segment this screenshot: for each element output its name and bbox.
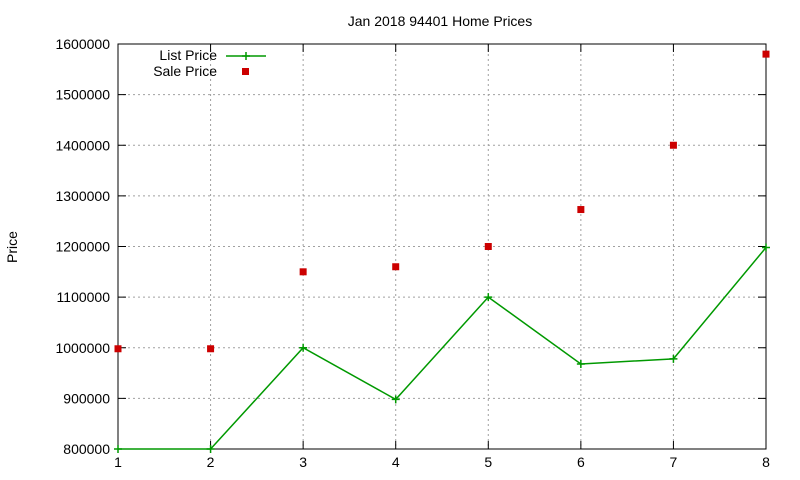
y-tick-label: 1300000 — [55, 188, 110, 204]
legend-label-list-price: List Price — [159, 47, 217, 63]
data-series — [114, 50, 770, 453]
sale-price-point — [114, 345, 122, 353]
y-tick-label: 1600000 — [55, 36, 110, 52]
sale-price-point — [484, 243, 492, 250]
x-tick-label: 2 — [207, 454, 215, 470]
list-price-line — [118, 247, 767, 450]
legend-label-sale-price: Sale Price — [153, 63, 217, 79]
x-tick-label: 5 — [484, 454, 492, 470]
x-tick-label: 6 — [577, 454, 585, 470]
legend-marker-list-price — [242, 52, 250, 60]
y-axis-label: Price — [4, 231, 20, 263]
list-price-point — [299, 343, 308, 352]
x-tick-label: 1 — [114, 454, 122, 470]
list-price-point — [391, 395, 400, 404]
y-tick-label: 800000 — [63, 441, 110, 457]
list-price-point — [114, 445, 122, 453]
list-price-point — [206, 445, 215, 453]
y-tick-label: 1000000 — [55, 340, 110, 356]
sale-price-point — [392, 263, 400, 271]
list-price-point — [669, 354, 678, 363]
sale-price-point — [207, 345, 215, 353]
sale-price-point — [762, 50, 770, 58]
legend-marker-sale-price — [242, 68, 249, 75]
y-tick-label: 1400000 — [55, 137, 110, 153]
y-tick-label: 1200000 — [55, 239, 110, 255]
legend: List Price Sale Price — [153, 47, 266, 79]
y-tick-label: 1100000 — [57, 289, 111, 305]
x-tick-label: 8 — [762, 454, 770, 470]
chart-title: Jan 2018 94401 Home Prices — [348, 13, 532, 29]
list-price-point — [762, 243, 770, 252]
x-tick-label: 3 — [299, 454, 307, 470]
axis-ticks: 800000 900000 1000000 1100000 1200000 1300000… — [55, 36, 770, 470]
x-tick-label: 4 — [392, 454, 400, 470]
sale-price-point — [299, 268, 307, 276]
y-tick-label: 1500000 — [55, 87, 110, 103]
grid-lines — [118, 44, 766, 449]
x-tick-label: 7 — [670, 454, 678, 470]
y-tick-label: 900000 — [63, 390, 110, 406]
sale-price-point — [577, 206, 585, 214]
sale-price-point — [669, 141, 677, 149]
list-price-point — [484, 293, 493, 302]
list-price-point — [576, 359, 585, 368]
